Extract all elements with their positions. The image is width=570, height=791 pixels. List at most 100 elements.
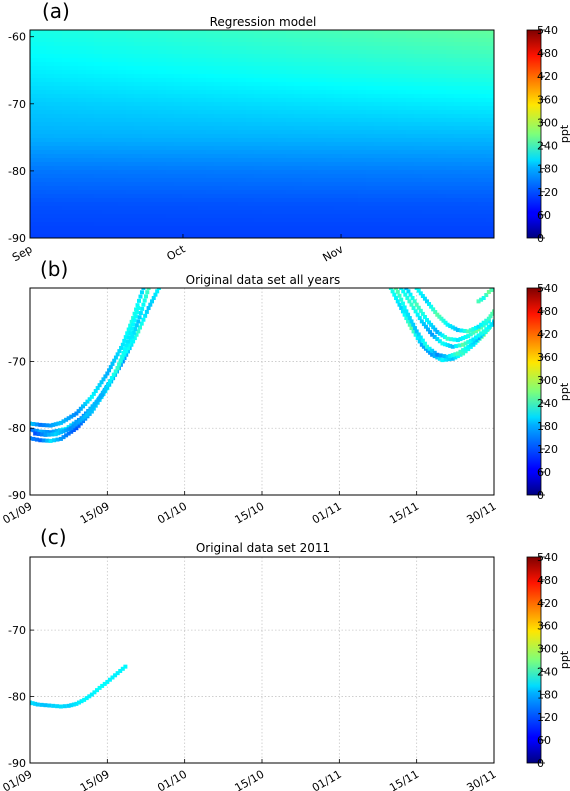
- heatmap-cell: [350, 90, 359, 95]
- heatmap-cell: [150, 190, 159, 195]
- panel-b-data-point: [124, 343, 129, 348]
- heatmap-cell: [374, 90, 383, 95]
- heatmap-cell: [94, 206, 103, 211]
- panel-b-data-point: [69, 423, 74, 428]
- heatmap-cell: [262, 178, 271, 183]
- heatmap-cell: [318, 198, 327, 203]
- heatmap-cell: [46, 230, 55, 235]
- heatmap-cell: [278, 106, 287, 111]
- heatmap-cell: [46, 146, 55, 151]
- heatmap-cell: [182, 214, 191, 219]
- heatmap-cell: [326, 70, 335, 75]
- heatmap-cell: [270, 146, 279, 151]
- heatmap-cell: [150, 110, 159, 115]
- heatmap-cell: [230, 130, 239, 135]
- heatmap-cell: [62, 202, 71, 207]
- heatmap-cell: [262, 34, 271, 39]
- heatmap-cell: [486, 102, 494, 107]
- heatmap-cell: [422, 218, 431, 223]
- heatmap-cell: [38, 174, 47, 179]
- panel-b-data-point: [481, 296, 486, 301]
- heatmap-cell: [206, 30, 215, 35]
- heatmap-cell: [302, 142, 311, 147]
- heatmap-cell: [102, 62, 111, 67]
- heatmap-cell: [470, 166, 479, 171]
- heatmap-cell: [366, 50, 375, 55]
- panel-b-data-point: [112, 358, 117, 363]
- heatmap-cell: [30, 214, 39, 219]
- heatmap-cell: [150, 46, 159, 51]
- heatmap-cell: [46, 142, 55, 147]
- heatmap-cell: [478, 70, 487, 75]
- heatmap-cell: [366, 102, 375, 107]
- panel-b-data-point: [413, 309, 418, 314]
- heatmap-cell: [30, 82, 39, 87]
- heatmap-cell: [38, 198, 47, 203]
- heatmap-cell: [326, 226, 335, 231]
- heatmap-cell: [126, 138, 135, 143]
- heatmap-cell: [438, 226, 447, 231]
- heatmap-cell: [190, 218, 199, 223]
- heatmap-cell: [110, 214, 119, 219]
- heatmap-cell: [214, 210, 223, 215]
- heatmap-cell: [478, 206, 487, 211]
- heatmap-cell: [454, 158, 463, 163]
- heatmap-cell: [70, 230, 79, 235]
- heatmap-cell: [182, 198, 191, 203]
- heatmap-cell: [470, 210, 479, 215]
- heatmap-cell: [390, 230, 399, 235]
- heatmap-cell: [350, 158, 359, 163]
- heatmap-cell: [486, 42, 494, 47]
- heatmap-cell: [118, 234, 127, 238]
- heatmap-cell: [390, 30, 399, 35]
- heatmap-cell: [38, 54, 47, 59]
- heatmap-cell: [430, 218, 439, 223]
- heatmap-cell: [166, 82, 175, 87]
- heatmap-cell: [382, 206, 391, 211]
- heatmap-cell: [238, 194, 247, 199]
- heatmap-cell: [486, 122, 494, 127]
- heatmap-cell: [430, 122, 439, 127]
- heatmap-cell: [238, 210, 247, 215]
- heatmap-cell: [78, 114, 87, 119]
- panel-b-data-point: [473, 335, 478, 340]
- panel-b-data-point: [479, 325, 484, 330]
- heatmap-cell: [422, 146, 431, 151]
- heatmap-cell: [30, 122, 39, 127]
- heatmap-cell: [422, 34, 431, 39]
- heatmap-cell: [470, 114, 479, 119]
- heatmap-cell: [54, 58, 63, 63]
- heatmap-cell: [102, 46, 111, 51]
- heatmap-cell: [390, 62, 399, 67]
- heatmap-cell: [62, 30, 71, 35]
- heatmap-cell: [278, 130, 287, 135]
- heatmap-cell: [134, 122, 143, 127]
- panel-b-data-point: [397, 302, 402, 307]
- panel-a-cb-tick-label: 60: [537, 209, 551, 222]
- heatmap-cell: [390, 46, 399, 51]
- heatmap-cell: [414, 170, 423, 175]
- heatmap-cell: [422, 182, 431, 187]
- panel-b-data-point: [478, 334, 483, 339]
- heatmap-cell: [126, 50, 135, 55]
- heatmap-cell: [206, 226, 215, 231]
- heatmap-cell: [30, 46, 39, 51]
- heatmap-cell: [134, 206, 143, 211]
- panel-b-data-point: [431, 325, 436, 330]
- heatmap-cell: [158, 94, 167, 99]
- heatmap-cell: [110, 146, 119, 151]
- heatmap-cell: [222, 110, 231, 115]
- panel-b-data-point: [99, 380, 104, 385]
- heatmap-cell: [46, 58, 55, 63]
- heatmap-cell: [406, 70, 415, 75]
- heatmap-cell: [110, 206, 119, 211]
- heatmap-cell: [358, 166, 367, 171]
- heatmap-cell: [150, 30, 159, 35]
- heatmap-cell: [318, 142, 327, 147]
- heatmap-cell: [94, 38, 103, 43]
- heatmap-cell: [214, 94, 223, 99]
- panel-b-data-point: [136, 319, 141, 324]
- panel-b-data-point: [117, 349, 122, 354]
- panel-b-data-point: [76, 423, 81, 428]
